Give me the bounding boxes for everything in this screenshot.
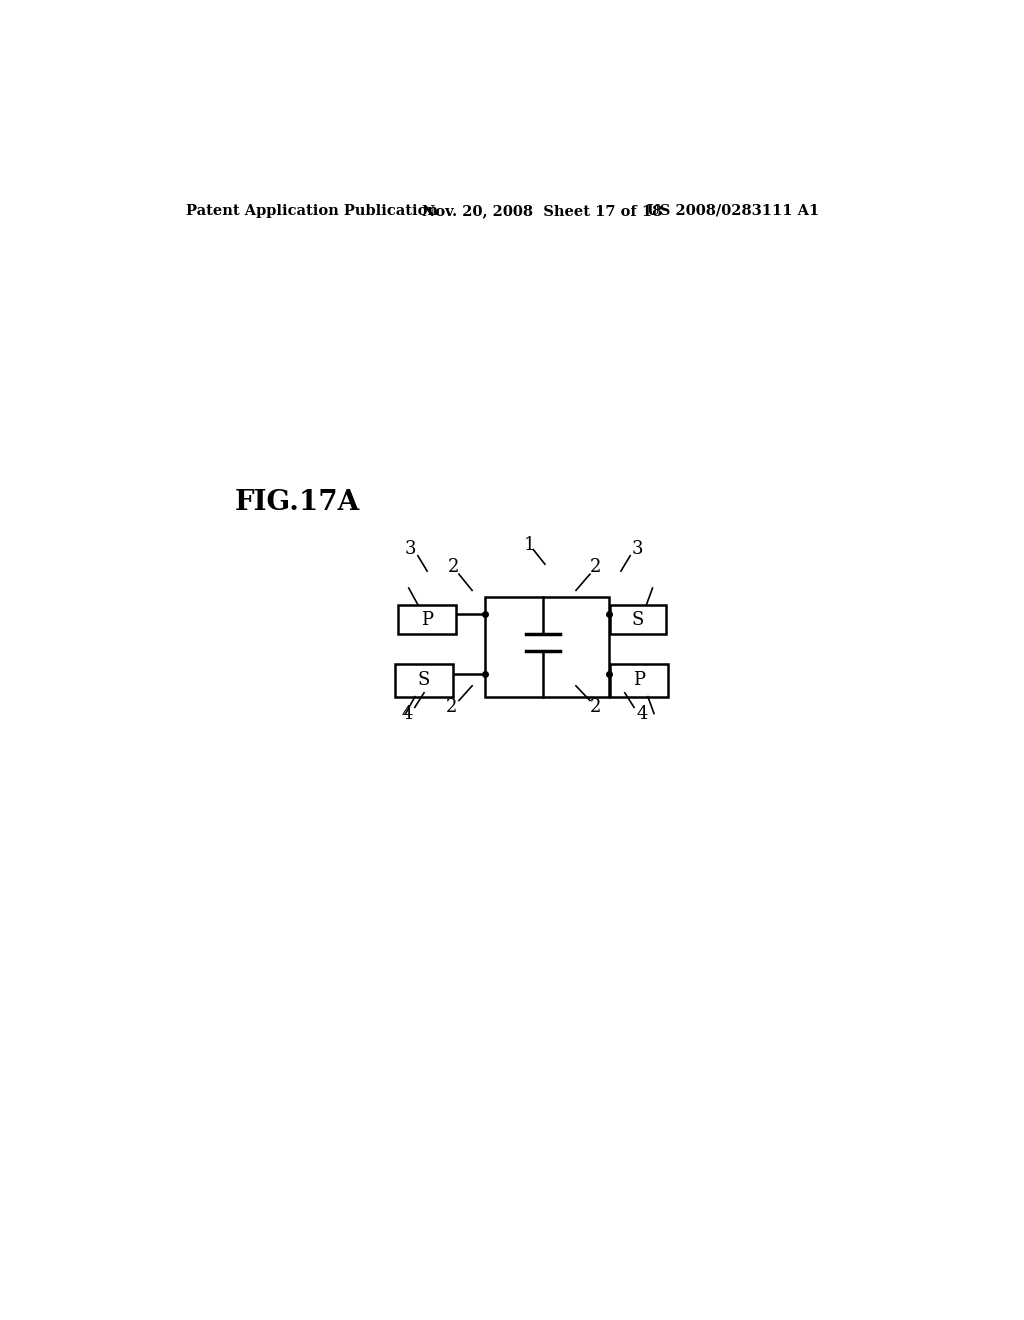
Text: 4: 4	[636, 705, 647, 723]
Text: S: S	[418, 672, 430, 689]
Bar	[610, 664, 669, 697]
Text: 2: 2	[446, 698, 458, 715]
Bar	[610, 605, 666, 635]
Bar	[484, 597, 608, 697]
Text: 2: 2	[590, 698, 601, 715]
Text: Nov. 20, 2008  Sheet 17 of 18: Nov. 20, 2008 Sheet 17 of 18	[423, 203, 663, 218]
Text: P: P	[421, 611, 433, 628]
Text: US 2008/0283111 A1: US 2008/0283111 A1	[647, 203, 819, 218]
Text: 3: 3	[632, 540, 643, 558]
Text: S: S	[632, 611, 644, 628]
Text: P: P	[633, 672, 645, 689]
Bar	[397, 605, 456, 635]
Text: 2: 2	[590, 558, 601, 577]
Bar	[394, 664, 453, 697]
Text: 1: 1	[523, 536, 536, 554]
Text: 2: 2	[447, 558, 459, 577]
Text: FIG.17A: FIG.17A	[234, 490, 360, 516]
Text: Patent Application Publication: Patent Application Publication	[186, 203, 438, 218]
Text: 4: 4	[401, 705, 413, 723]
Text: 3: 3	[406, 540, 417, 558]
